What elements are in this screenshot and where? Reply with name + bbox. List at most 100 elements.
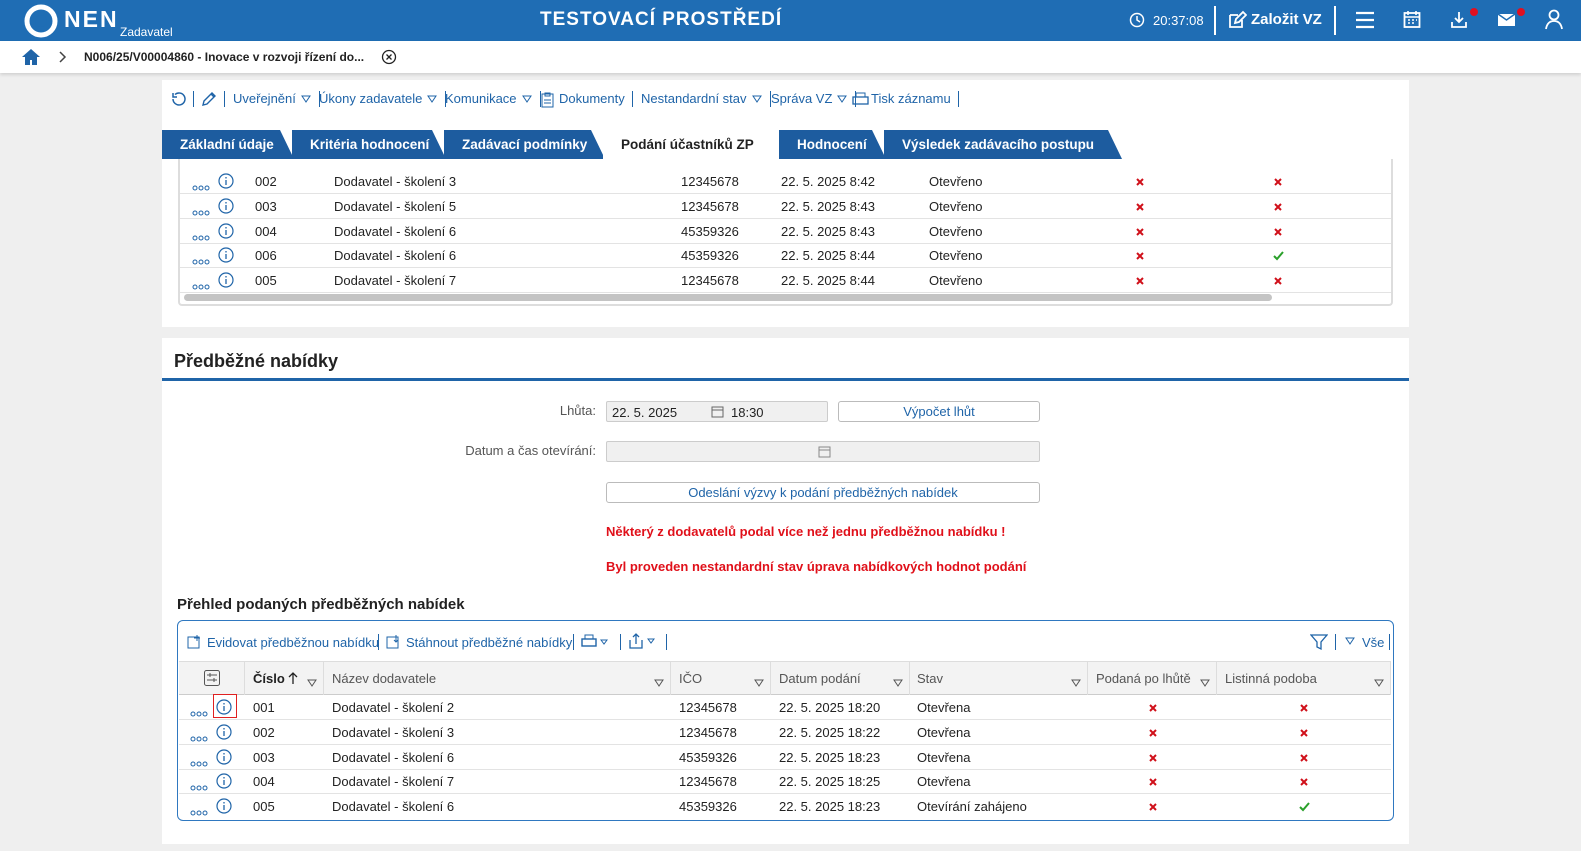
deadline-input[interactable]: 22. 5. 2025 18:30 <box>606 401 828 422</box>
calendar-icon[interactable] <box>1403 10 1421 29</box>
separator <box>958 91 959 107</box>
check-icon <box>1299 800 1310 815</box>
row-menu[interactable] <box>192 278 210 293</box>
tab[interactable]: Základní údaje <box>162 130 294 159</box>
row-divider <box>179 769 1391 770</box>
create-icon[interactable] <box>1227 10 1247 30</box>
column-filter[interactable] <box>754 675 764 690</box>
row-info[interactable] <box>218 247 234 266</box>
filter-arrow[interactable] <box>1345 637 1355 645</box>
close-icon[interactable] <box>381 49 397 65</box>
toolbar-item[interactable]: Dokumenty <box>559 91 625 106</box>
print-menu[interactable] <box>581 634 611 650</box>
create-button[interactable]: Založit VZ <box>1251 11 1322 28</box>
row-menu[interactable] <box>192 204 210 219</box>
toolbar-item[interactable]: Správa VZ <box>771 91 848 106</box>
edit-icon[interactable] <box>200 90 218 108</box>
row-info[interactable] <box>216 798 232 817</box>
breadcrumb[interactable]: N006/25/V00004860 - Inovace v rozvoji ří… <box>84 50 364 64</box>
row-menu[interactable] <box>190 705 208 720</box>
toolbar-item[interactable]: Uveřejnění <box>233 91 312 106</box>
row-info[interactable] <box>218 173 234 192</box>
toolbar-item[interactable]: Komunikace <box>445 91 533 106</box>
column-filter[interactable] <box>893 675 903 690</box>
cell: 22. 5. 2025 8:44 <box>781 248 875 263</box>
column-filter[interactable] <box>1071 675 1081 690</box>
filter-all[interactable]: Vše <box>1362 635 1384 650</box>
toolbar-item[interactable]: Tisk záznamu <box>871 91 951 106</box>
column-filter[interactable] <box>307 675 317 690</box>
cell: 12345678 <box>681 199 739 214</box>
row-menu[interactable] <box>192 229 210 244</box>
column-header[interactable]: Datum podání <box>779 671 861 686</box>
column-header[interactable]: Stav <box>917 671 943 686</box>
toolbar-item[interactable]: Nestandardní stav <box>641 91 763 106</box>
row-info[interactable] <box>218 223 234 242</box>
column-divider <box>323 662 324 695</box>
column-header[interactable]: Číslo <box>253 671 285 686</box>
cell: 45359326 <box>679 799 737 814</box>
download-icon[interactable] <box>1450 8 1480 30</box>
row-divider <box>180 243 1391 244</box>
calendar-icon[interactable] <box>711 405 724 418</box>
print-icon[interactable] <box>852 91 869 110</box>
cell: Otevřeno <box>929 248 982 263</box>
deadline-label: Lhůta: <box>396 403 596 418</box>
row-info[interactable] <box>216 749 232 768</box>
column-header[interactable]: Listinná podoba <box>1225 671 1317 686</box>
tab[interactable]: Výsledek zadávacího postupu <box>884 130 1122 159</box>
add-offer[interactable]: Evidovat předběžnou nabídku <box>207 635 379 650</box>
column-filter[interactable] <box>654 675 664 690</box>
cell: Dodavatel - školení 3 <box>332 725 454 740</box>
tab[interactable]: Kritéria hodnocení <box>292 130 446 159</box>
cell: 22. 5. 2025 18:22 <box>779 725 880 740</box>
calc-button[interactable]: Výpočet lhůt <box>838 401 1040 422</box>
cross-icon <box>1135 200 1146 215</box>
cross-icon <box>1148 775 1159 790</box>
refresh-icon[interactable] <box>170 91 187 108</box>
cell: Dodavatel - školení 2 <box>332 700 454 715</box>
upper-table: 002Dodavatel - školení 31234567822. 5. 2… <box>178 159 1393 306</box>
row-menu[interactable] <box>190 779 208 794</box>
download-icon[interactable] <box>386 634 402 650</box>
home-icon[interactable] <box>21 48 41 66</box>
row-info[interactable] <box>216 724 232 743</box>
download-offers[interactable]: Stáhnout předběžné nabídky <box>406 635 572 650</box>
tab[interactable]: Zadávací podmínky <box>444 130 605 159</box>
column-header[interactable]: Podaná po lhůtě <box>1096 671 1191 686</box>
cell: Otevřeno <box>929 174 982 189</box>
send-button[interactable]: Odeslání výzvy k podání předběžných nabí… <box>606 482 1040 503</box>
dropdown-arrow <box>300 95 312 103</box>
cell: Dodavatel - školení 6 <box>332 799 454 814</box>
row-info[interactable] <box>216 773 232 792</box>
row-menu[interactable] <box>192 253 210 268</box>
sort-icon[interactable] <box>287 671 299 688</box>
user-icon[interactable] <box>1545 9 1563 30</box>
scrollbar[interactable] <box>184 294 1272 301</box>
separator <box>632 91 633 107</box>
column-header[interactable]: Název dodavatele <box>332 671 436 686</box>
menu-icon[interactable] <box>1355 11 1375 29</box>
column-filter[interactable] <box>1200 675 1210 690</box>
column-filter[interactable] <box>1374 675 1384 690</box>
row-menu[interactable] <box>190 730 208 745</box>
add-icon[interactable] <box>187 634 203 650</box>
row-menu[interactable] <box>190 755 208 770</box>
row-info[interactable] <box>218 198 234 217</box>
toolbar-item[interactable]: Úkony zadavatele <box>319 91 438 106</box>
documents-icon[interactable] <box>540 91 555 111</box>
row-info[interactable] <box>218 272 234 291</box>
filter-icon[interactable] <box>1310 633 1328 651</box>
tab[interactable]: Podání účastníků ZP <box>603 130 781 159</box>
row-menu[interactable] <box>190 804 208 819</box>
settings-icon[interactable] <box>204 670 220 686</box>
cross-icon <box>1135 274 1146 289</box>
cross-icon <box>1148 751 1159 766</box>
logo-text: NEN <box>64 6 119 33</box>
cell: 12345678 <box>679 774 737 789</box>
mail-icon[interactable] <box>1497 8 1527 30</box>
column-header[interactable]: IČO <box>679 671 702 686</box>
tab[interactable]: Hodnocení <box>779 130 886 159</box>
export-menu[interactable] <box>628 633 658 650</box>
row-menu[interactable] <box>192 179 210 194</box>
